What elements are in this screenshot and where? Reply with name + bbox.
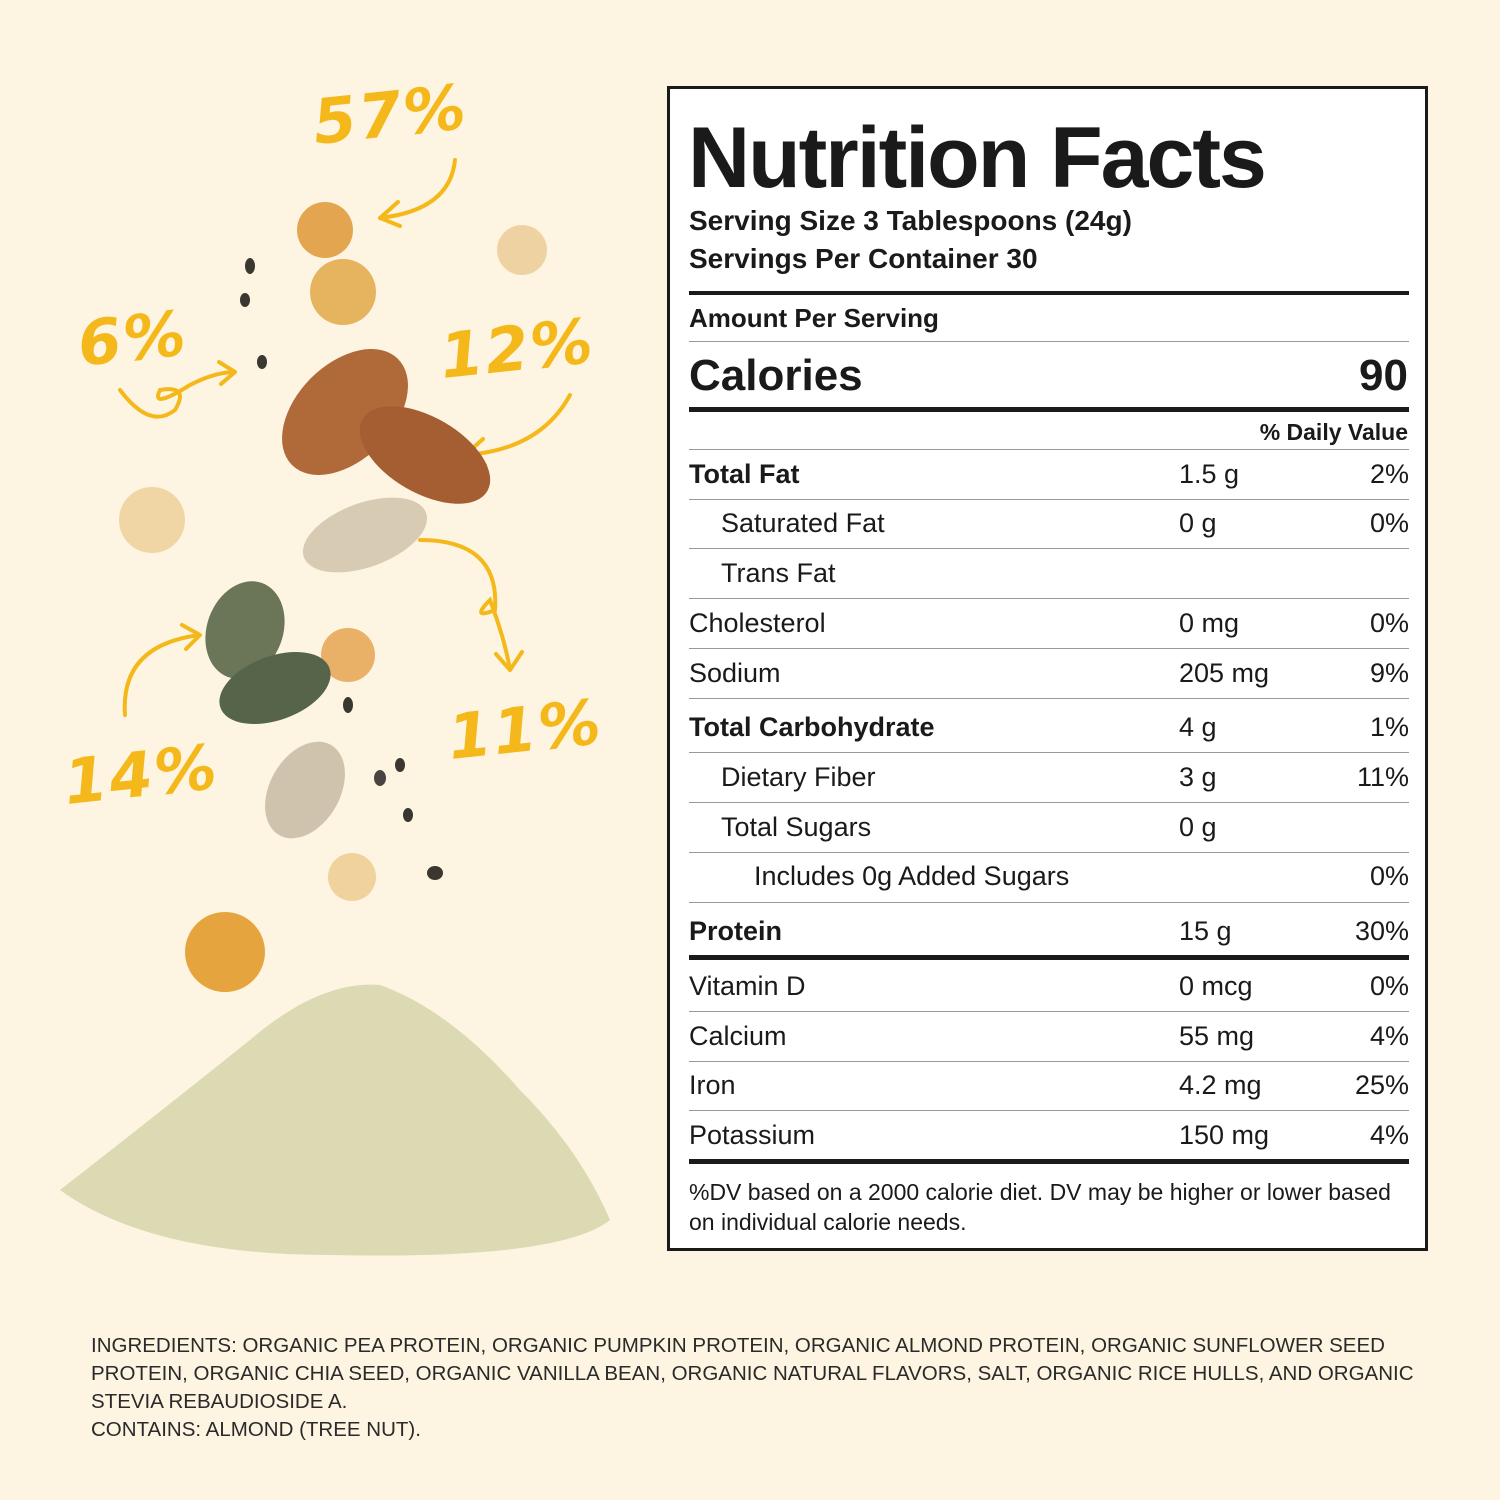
protein-powder-pile — [60, 984, 610, 1256]
nutrient-dv: 0% — [1369, 608, 1409, 638]
nutrient-dv: 0% — [1369, 508, 1409, 538]
nutrient-amount: 0 g — [1179, 812, 1217, 842]
daily-value-header: % Daily Value — [1259, 419, 1408, 445]
ingredients-section: INGREDIENTS: ORGANIC PEA PROTEIN, ORGANI… — [91, 1332, 1431, 1444]
nutrient-dv: 0% — [1369, 861, 1409, 891]
nutrient-name: Cholesterol — [689, 608, 826, 638]
almond-icons — [282, 349, 491, 504]
nutrient-row-cholesterol: Cholesterol 0 mg 0% — [689, 604, 1409, 644]
nutrient-name: Calcium — [689, 1021, 787, 1051]
divider — [689, 648, 1409, 649]
nutrient-row-potassium: Potassium 150 mg 4% — [689, 1116, 1409, 1156]
nutrient-amount: 1.5 g — [1179, 459, 1240, 489]
nutrient-amount: 15 g — [1179, 916, 1232, 946]
nutrient-name: Protein — [689, 916, 783, 946]
nutrient-amount: 0 mg — [1179, 608, 1240, 638]
label-title: Nutrition Facts — [688, 110, 1267, 206]
divider — [689, 1110, 1409, 1111]
ingredient-illustration: 57% 6% 12% 11% 14% — [0, 0, 660, 1300]
divider — [689, 499, 1409, 500]
ingredients-image — [60, 158, 610, 1256]
nutrient-dv: 25% — [1354, 1070, 1409, 1100]
nutrient-dv: 1% — [1369, 712, 1409, 742]
divider — [689, 1011, 1409, 1012]
annotation-6: 6% — [74, 296, 191, 381]
nutrient-dv: 2% — [1369, 459, 1409, 489]
nutrient-amount: 0 g — [1179, 508, 1217, 538]
nutrient-row-trans-fat: Trans Fat — [689, 554, 1409, 594]
arrow-icons — [118, 158, 572, 717]
divider — [689, 548, 1409, 549]
amount-per-serving: Amount Per Serving — [689, 303, 939, 333]
divider — [689, 752, 1409, 753]
nutrient-amount: 55 mg — [1179, 1021, 1255, 1051]
nutrient-row-added-sugars: Includes 0g Added Sugars 0% — [689, 857, 1409, 897]
nutrient-amount: 3 g — [1179, 762, 1217, 792]
nutrient-row-total-carbohydrate: Total Carbohydrate 4 g 1% — [689, 708, 1409, 748]
divider — [689, 698, 1409, 699]
calories-value: 90 — [1359, 351, 1408, 400]
divider — [689, 852, 1409, 853]
nutrient-name: Total Carbohydrate — [689, 712, 935, 742]
divider — [689, 341, 1409, 342]
nutrient-name: Vitamin D — [689, 971, 806, 1001]
servings-per-container: Servings Per Container 30 — [689, 243, 1038, 274]
calories-label: Calories — [689, 351, 863, 400]
pea-icons — [119, 202, 547, 992]
divider — [689, 449, 1409, 450]
nutrient-row-calcium: Calcium 55 mg 4% — [689, 1017, 1409, 1057]
nutrient-dv: 11% — [1356, 762, 1409, 792]
divider-thick — [689, 1159, 1409, 1164]
divider — [689, 1061, 1409, 1062]
nutrient-amount: 205 mg — [1179, 658, 1270, 688]
nutrient-dv: 4% — [1369, 1021, 1409, 1051]
nutrient-name: Total Fat — [689, 459, 800, 489]
nutrient-row-dietary-fiber: Dietary Fiber 3 g 11% — [689, 758, 1409, 798]
nutrient-name: Includes 0g Added Sugars — [754, 861, 1070, 891]
ingredients-text: INGREDIENTS: ORGANIC PEA PROTEIN, ORGANI… — [91, 1334, 1414, 1413]
nutrition-facts-label: Nutrition Facts Serving Size 3 Tablespoo… — [667, 86, 1428, 1251]
nutrient-row-total-fat: Total Fat 1.5 g 2% — [689, 455, 1409, 495]
nutrient-amount: 0 mcg — [1179, 971, 1253, 1001]
nutrient-name: Trans Fat — [721, 558, 836, 588]
nutrient-dv: 0% — [1369, 971, 1409, 1001]
nutrient-name: Iron — [689, 1070, 736, 1100]
allergen-statement: CONTAINS: ALMOND (TREE NUT). — [91, 1418, 421, 1441]
divider — [689, 902, 1409, 903]
nutrient-dv: 30% — [1354, 916, 1409, 946]
nutrient-name: Potassium — [689, 1120, 816, 1150]
nutrient-row-saturated-fat: Saturated Fat 0 g 0% — [689, 504, 1409, 544]
divider — [689, 598, 1409, 599]
nutrient-amount: 4 g — [1179, 712, 1217, 742]
nutrient-dv: 4% — [1369, 1120, 1409, 1150]
divider — [689, 802, 1409, 803]
nutrient-amount: 4.2 mg — [1179, 1070, 1262, 1100]
nutrient-name: Dietary Fiber — [721, 762, 876, 792]
nutrient-name: Total Sugars — [721, 812, 872, 842]
footnote: %DV based on a 2000 calorie diet. DV may… — [689, 1179, 1391, 1235]
nutrient-row-protein: Protein 15 g 30% — [689, 912, 1409, 952]
divider-thick — [689, 955, 1409, 960]
seed-icons — [205, 258, 443, 880]
nutrient-name: Saturated Fat — [721, 508, 885, 538]
nutrient-row-sodium: Sodium 205 mg 9% — [689, 654, 1409, 694]
nutrient-dv: 9% — [1369, 658, 1409, 688]
nutrient-row-total-sugars: Total Sugars 0 g — [689, 808, 1409, 848]
nutrient-row-iron: Iron 4.2 mg 25% — [689, 1066, 1409, 1106]
divider-thick — [689, 407, 1409, 412]
nutrient-amount: 150 mg — [1179, 1120, 1270, 1150]
nutrient-row-vitamin-d: Vitamin D 0 mcg 0% — [689, 967, 1409, 1007]
serving-size: Serving Size 3 Tablespoons (24g) — [689, 205, 1132, 236]
divider-thick — [689, 291, 1409, 295]
nutrient-name: Sodium — [689, 658, 781, 688]
